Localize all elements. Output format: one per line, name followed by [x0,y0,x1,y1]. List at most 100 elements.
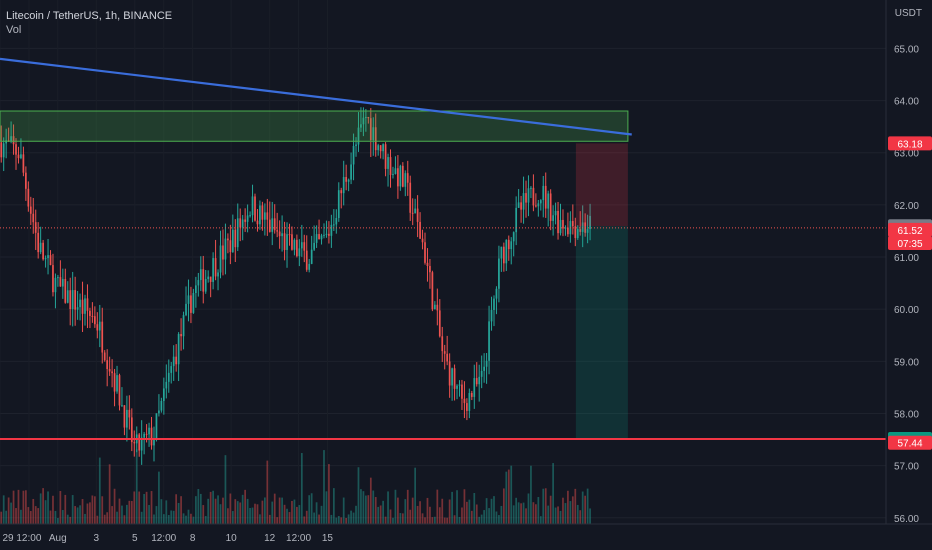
candle-body [310,249,313,264]
volume-bar [17,489,20,524]
volume-bar [438,507,441,524]
volume-bar [204,516,207,524]
time-tick-label: 10 [226,533,238,544]
currency-label: USDT [894,8,922,19]
grid-lines [0,47,886,519]
volume-bar [135,449,138,524]
volume-bar [303,516,306,524]
candle-body [293,239,296,250]
volume-bar [207,498,210,524]
volume-bar [320,505,323,524]
volume-bar [330,514,333,524]
volume-bar [406,489,409,524]
volume-bar [318,514,320,524]
time-tick-label: 29 [2,533,14,544]
volume-bar [281,497,283,524]
volume-bar [328,464,330,524]
volume-bar [22,490,25,524]
price-label-badge [888,222,932,237]
candle-body [571,221,574,227]
volume-bar [15,508,17,524]
candle-body [286,234,288,250]
time-tick-label: 15 [322,533,334,544]
symbol-title[interactable]: Litecoin / TetherUS, 1h, BINANCE [6,10,173,22]
volume-bar [382,500,384,524]
volume-bar [219,504,222,524]
volume-bar [369,477,372,524]
candle-body [180,334,182,337]
candle-body [71,290,74,310]
volume-bar [493,496,495,524]
candle-body [441,336,444,352]
price-label-text: 61.52 [897,226,922,237]
candle-body [175,356,178,365]
volume-bar [98,457,101,524]
candle-body [148,427,150,435]
candle-body [567,227,569,235]
price-tick-label: 60.00 [894,305,919,316]
volume-bar [512,505,515,524]
candle-body [522,193,525,210]
candle-body [195,285,197,294]
candle-body [365,117,367,119]
volume-bar [172,510,175,524]
candle-body [463,398,466,404]
volume-bar [182,513,185,524]
candle-body [44,258,47,260]
candle-body [401,165,404,187]
volume-indicator-label[interactable]: Vol [6,24,22,36]
candle-body [458,384,461,386]
price-axis: 65.00 64.00 63.00 62.00 61.00 60.00 59.00 58.00… [885,0,932,525]
volume-bar [456,490,458,524]
volume-bar [443,517,446,524]
candle-body [473,378,476,397]
candle-body [399,165,402,187]
volume-bar [224,455,227,524]
candle-body [515,207,518,233]
candle-body [227,238,229,241]
volume-bar [584,495,587,524]
volume-bar [547,505,550,524]
volume-bar [485,498,488,524]
candle-body [2,143,5,158]
candle-body [320,235,323,240]
volume-bar [140,511,143,524]
candle-body [165,381,168,389]
candle-body [185,303,187,316]
candle-body [162,388,165,401]
candle-body [318,234,320,240]
price-label-text: 63.18 [897,139,922,150]
volume-bar [414,467,417,524]
volume-bar [165,500,168,524]
volume-bar [153,514,155,524]
volume-bar [535,504,537,524]
candle-body [421,238,424,243]
volume-bar [505,471,508,524]
candle-body [234,229,237,248]
candle-body [61,278,64,287]
candle-body [138,434,141,451]
candle-body [502,246,505,264]
volume-bar [76,507,79,524]
volume-bar [185,515,187,524]
volume-bar [259,514,261,524]
candle-body [25,172,27,189]
candle-body [158,410,160,414]
candle-body [448,361,451,386]
candle-body [564,227,567,229]
candle-body [451,368,453,386]
volume-bar [429,506,431,524]
candle-body [106,360,109,370]
candle-body [323,234,325,236]
volume-bar [128,500,131,524]
volume-bar [300,453,303,524]
candle-body [480,370,483,377]
volume-bar [256,504,259,524]
candle-body [554,210,557,216]
volume-bar [401,513,404,524]
volume-bar [313,512,315,524]
volume-bar [187,509,190,524]
volume-bar [54,510,57,524]
volume-bar [263,497,266,524]
